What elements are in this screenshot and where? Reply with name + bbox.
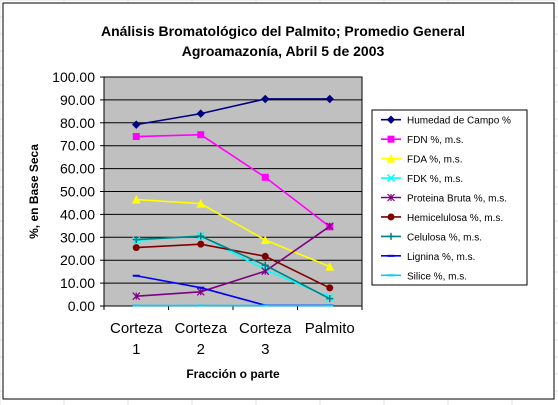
- legend-entry-label: Celulosa %, m.s.: [407, 232, 482, 243]
- x-tick-label: Corteza: [239, 320, 292, 337]
- legend-entry-label: Proteina Bruta %, m.s.: [407, 194, 507, 205]
- series-5-point: [326, 284, 334, 292]
- x-axis-title: Fracción o parte: [186, 367, 280, 381]
- y-tick-label: 100.00: [52, 69, 95, 85]
- y-tick-label: 60.00: [60, 161, 95, 177]
- legend-entry-label: FDA %, m.s.: [407, 155, 463, 166]
- series-2-point: [260, 235, 270, 245]
- y-tick-label: 80.00: [60, 115, 95, 131]
- series-5-point: [261, 252, 269, 260]
- y-tick-label: 90.00: [60, 92, 95, 108]
- y-tick-label: 70.00: [60, 138, 95, 154]
- x-tick-label: Corteza: [174, 320, 227, 337]
- y-tick-label: 10.00: [60, 275, 95, 291]
- series-4-point: [261, 267, 270, 276]
- series-4-point: [196, 287, 205, 296]
- x-tick-label: 2: [197, 341, 205, 358]
- y-tick-label: 40.00: [60, 206, 95, 222]
- legend-swatch-marker: [386, 153, 396, 163]
- y-tick-label: 30.00: [60, 229, 95, 245]
- legend-entry-label: FDK %, m.s.: [407, 174, 463, 185]
- series-0-point: [325, 94, 334, 104]
- series-1-line: [136, 133, 331, 228]
- x-tick-label: Palmito: [305, 320, 355, 337]
- legend-entry-label: Lignina %, m.s.: [407, 252, 475, 263]
- series-2-point: [131, 194, 141, 204]
- series-0-point: [196, 109, 205, 118]
- series-4-point: [325, 222, 334, 231]
- series-1-point: [132, 133, 140, 141]
- series-2-line: [136, 198, 331, 268]
- series-4-point: [132, 292, 141, 301]
- legend-entry-label: Silice %, m.s.: [407, 271, 467, 282]
- chart-title-line1: Análisis Bromatológico del Palmito; Prom…: [101, 23, 465, 39]
- legend-swatch-marker: [387, 232, 395, 240]
- series-4-line: [136, 225, 331, 297]
- y-axis-title: %, en Base Seca: [27, 144, 41, 239]
- series-0-line: [136, 98, 330, 126]
- series-5-point: [132, 244, 140, 252]
- legend-swatch-marker: [387, 135, 395, 143]
- y-tick-label: 0.00: [68, 298, 95, 314]
- y-tick-label: 50.00: [60, 184, 95, 200]
- legend-entry-label: FDN %, m.s.: [407, 135, 464, 146]
- x-tick-label: Corteza: [110, 320, 163, 337]
- legend-entry-label: Hemicelulosa %, m.s.: [407, 213, 503, 224]
- chart-title-line2: Agroamazonía, Abril 5 de 2003: [182, 43, 385, 59]
- series-6-line: [136, 235, 331, 300]
- legend-swatch-marker: [387, 213, 395, 221]
- series-6-point: [197, 232, 205, 240]
- series-6-point: [132, 236, 140, 244]
- series-1-point: [197, 131, 205, 139]
- legend-swatch-marker: [386, 115, 396, 124]
- legend-swatch-marker: [387, 193, 395, 202]
- x-tick-label: 3: [261, 341, 269, 358]
- series-1-point: [261, 173, 269, 181]
- series-2-point: [196, 199, 206, 208]
- y-tick-label: 20.00: [60, 252, 95, 268]
- series-5-point: [197, 240, 205, 248]
- legend-entry-label: Humedad de Campo %: [407, 116, 511, 127]
- legend-swatch-marker: [386, 174, 396, 183]
- x-tick-label: 1: [132, 341, 140, 358]
- series-0-point: [132, 120, 141, 129]
- series-6-point: [326, 295, 334, 303]
- series-6-point: [261, 261, 269, 269]
- series-0-point: [261, 94, 270, 104]
- series-2-point: [325, 261, 335, 271]
